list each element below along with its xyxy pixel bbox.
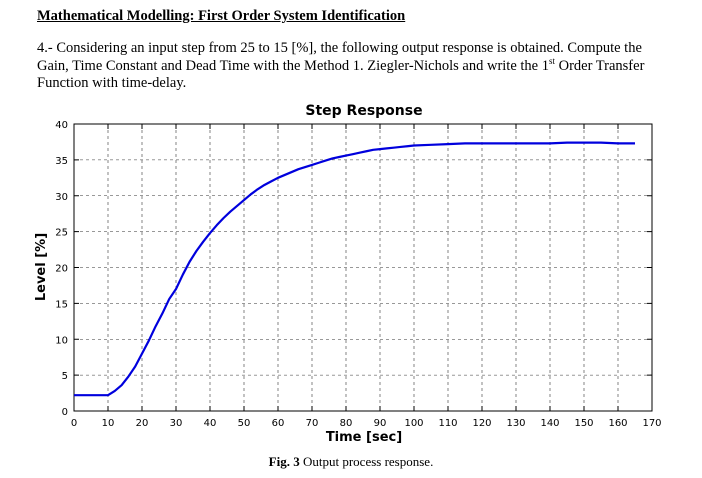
series-line [74, 141, 635, 397]
x-tick-label: 50 [238, 418, 251, 429]
y-tick-label: 10 [55, 335, 68, 346]
y-tick-label: 30 [55, 192, 68, 203]
y-tick-label: 5 [62, 371, 68, 382]
problem-text-part1: 4.- Considering an input step from 25 to… [37, 40, 642, 74]
y-tick-label: 35 [55, 156, 68, 167]
caption-label: Fig. 3 [268, 454, 300, 469]
problem-statement: 4.- Considering an input step from 25 to… [37, 40, 662, 93]
problem-superscript: st [548, 55, 555, 66]
x-tick-label: 10 [102, 418, 115, 429]
y-axis-label: Level [%] [34, 233, 49, 301]
x-tick-label: 0 [71, 418, 77, 429]
x-tick-label: 90 [374, 418, 387, 429]
x-tick-label: 80 [340, 418, 353, 429]
y-tick-label: 25 [55, 228, 68, 239]
axis-ticks [73, 123, 653, 412]
x-tick-label: 40 [204, 418, 217, 429]
x-tick-label: 30 [170, 418, 183, 429]
y-tick-label: 0 [62, 407, 68, 418]
section-heading: Mathematical Modelling: First Order Syst… [37, 8, 406, 24]
x-tick-label: 160 [608, 418, 627, 429]
caption-text: Output process response. [299, 454, 434, 469]
y-tick-label: 40 [55, 120, 68, 131]
x-tick-label: 130 [506, 418, 525, 429]
problem-text-part2: Order Transfer Function with time-delay. [37, 57, 645, 92]
x-tick-label: 150 [574, 418, 593, 429]
x-axis-label: Time [sec] [326, 430, 402, 445]
figure-caption: Fig. 3 Output process response. [0, 454, 702, 470]
chart-title: Step Response [305, 103, 422, 119]
x-tick-labels: 0 10 20 30 40 50 60 70 80 90 100 110 120 130 140 150 160… [71, 418, 662, 429]
x-tick-label: 100 [404, 418, 423, 429]
x-tick-label: 170 [642, 418, 661, 429]
x-tick-label: 60 [272, 418, 285, 429]
x-tick-label: 110 [438, 418, 457, 429]
x-tick-label: 120 [472, 418, 491, 429]
y-tick-labels: 0 5 10 15 20 25 30 35 40 [55, 120, 68, 418]
x-tick-label: 20 [136, 418, 149, 429]
x-tick-label: 70 [306, 418, 319, 429]
y-tick-label: 20 [55, 264, 68, 275]
y-tick-label: 15 [55, 299, 68, 310]
chart-grid [74, 124, 652, 411]
x-tick-label: 140 [540, 418, 559, 429]
